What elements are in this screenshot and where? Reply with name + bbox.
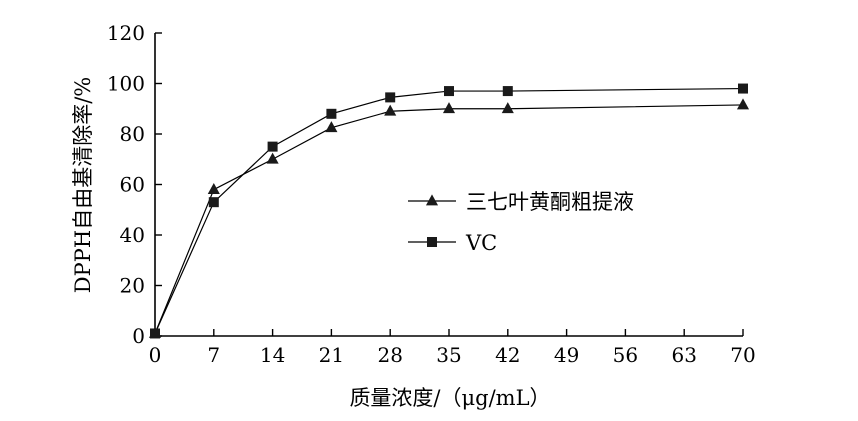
- legend-marker: [425, 194, 439, 206]
- x-tick-label: 0: [149, 343, 162, 367]
- series-flavonoid: [148, 98, 750, 338]
- series-line: [154, 87, 744, 334]
- x-tick-label: 21: [319, 343, 344, 367]
- x-tick-label: 56: [613, 343, 638, 367]
- legend-item: VC: [408, 231, 497, 255]
- x-tick-label: 28: [377, 343, 402, 367]
- data-point: [385, 92, 396, 103]
- data-point: [736, 98, 750, 110]
- y-axis-title: DPPH自由基清除率/%: [71, 77, 95, 293]
- legend: 三七叶黄酮粗提液 VC: [408, 190, 634, 255]
- x-tick-label: 7: [207, 343, 220, 367]
- legend-label: VC: [465, 231, 497, 255]
- series-vc: [150, 83, 748, 339]
- axes: 0 20 40 60 80 100 120 0 7 14 21 28 35 42 49 56 63 70: [107, 21, 756, 367]
- data-point: [502, 86, 513, 97]
- y-tick-label: 100: [107, 72, 145, 96]
- data-point: [266, 152, 279, 164]
- x-tick-label: 63: [671, 343, 696, 367]
- data-point: [267, 141, 278, 152]
- data-point: [384, 104, 397, 116]
- y-tick-label: 60: [120, 173, 145, 197]
- x-tick-label: 70: [730, 343, 755, 367]
- x-tick-label: 42: [495, 343, 520, 367]
- legend-marker: [427, 237, 437, 247]
- legend-label: 三七叶黄酮粗提液: [466, 190, 634, 214]
- y-tick-label: 20: [120, 274, 145, 298]
- x-axis-title: 质量浓度/（μg/mL）: [349, 386, 550, 410]
- series-line: [154, 104, 744, 334]
- data-point: [208, 197, 219, 208]
- x-tick-label: 49: [554, 343, 579, 367]
- series-group: [148, 83, 750, 339]
- data-point: [442, 102, 456, 114]
- data-point: [207, 182, 220, 194]
- data-point: [444, 86, 454, 97]
- data-point: [738, 83, 748, 94]
- data-point: [326, 108, 337, 119]
- x-tick-label: 35: [436, 343, 461, 367]
- y-tick-label: 80: [120, 122, 145, 146]
- data-point: [501, 102, 514, 114]
- data-point: [150, 328, 160, 339]
- x-tick-label: 14: [260, 343, 285, 367]
- data-point: [325, 121, 338, 133]
- y-tick-label: 40: [120, 223, 145, 247]
- legend-item: 三七叶黄酮粗提液: [408, 190, 634, 214]
- y-tick-label: 0: [132, 324, 145, 348]
- y-tick-label: 120: [107, 21, 145, 45]
